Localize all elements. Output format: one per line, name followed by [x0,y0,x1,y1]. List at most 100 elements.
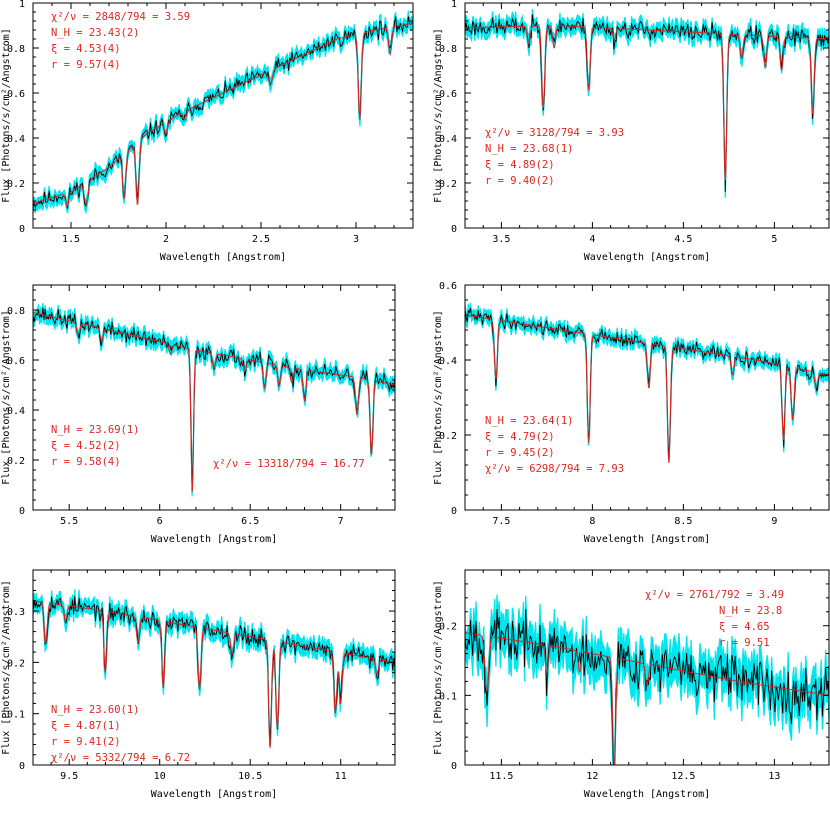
annotation-r: r = 9.57(4) [51,59,121,71]
annotation-nh: N_H = 23.64(1) [485,415,574,427]
x-axis-label: Wavelength [Angstrom] [151,789,277,800]
annotation-xi: ξ = 4.53(4) [51,43,121,55]
annotation-xi: ξ = 4.89(2) [485,159,555,171]
y-tick-label: 0.8 [7,306,25,317]
x-tick-label: 3 [353,234,359,245]
annotation-nh: N_H = 23.68(1) [485,143,574,155]
x-tick-label: 3.5 [492,234,510,245]
x-tick-label: 4 [589,234,595,245]
y-tick-label: 0 [451,224,457,235]
y-tick-label: 0 [19,761,25,772]
y-tick-label: 0.6 [7,89,25,100]
plot-area [33,10,413,215]
model-line [465,25,829,181]
y-tick-label: 0.6 [7,356,25,367]
x-tick-label: 7.5 [492,516,510,527]
annotation-xi: ξ = 4.52(2) [51,440,121,452]
x-axis-label: Wavelength [Angstrom] [584,534,710,545]
y-axis-label: Flux [Photons/s/cm²/Angstrom] [433,310,444,485]
x-tick-label: 8 [589,516,595,527]
annotation-r: r = 9.58(4) [51,456,121,468]
x-tick-label: 12 [586,771,598,782]
x-axis-label: Wavelength [Angstrom] [584,789,710,800]
y-axis-label: Flux [Photons/s/cm²/Angstrom] [1,28,12,203]
x-tick-label: 11.5 [489,771,513,782]
y-tick-label: 0.8 [7,44,25,55]
x-tick-label: 1.5 [62,234,80,245]
y-tick-label: 0 [19,224,25,235]
annotation-chi: χ²/ν = 5332/794 = 6.72 [51,752,190,764]
x-tick-label: 5.5 [60,516,78,527]
spectrum-panel-middle-left: 5.5 6 6.5 7 0 0.2 0.4 0.6 0.8 Wavelength [Angstro… [1,284,396,545]
y-tick-label: 1 [19,0,25,10]
error-band [465,594,829,765]
annotation-r: r = 9.45(2) [485,447,555,459]
x-axis-label: Wavelength [Angstrom] [151,534,277,545]
y-tick-label: 0.8 [439,44,457,55]
y-tick-label: 0.3 [7,607,25,618]
y-axis-label: Flux [Photons/s/cm²/Angstrom] [433,28,444,203]
y-tick-label: 0.4 [7,134,25,145]
x-tick-label: 10 [154,771,166,782]
x-tick-label: 9.5 [60,771,78,782]
plot-area [465,9,829,198]
spectrum-panel-middle-right: 7.5 8 8.5 9 0 0.2 0.4 0.6 Wavelength [Angstrom] F… [433,281,830,545]
x-tick-label: 6 [157,516,163,527]
annotation-chi: χ²/ν = 2848/794 = 3.59 [51,11,190,23]
spectrum-panel-bottom-right: 11.5 12 12.5 13 0 0.1 0.2 Wavelength [Angstrom]… [433,569,830,800]
x-tick-label: 4.5 [674,234,692,245]
y-tick-label: 1 [451,0,457,10]
annotation-nh: N_H = 23.69(1) [51,424,140,436]
y-tick-label: 0.2 [439,622,457,633]
x-tick-label: 5 [771,234,777,245]
model-line [33,22,413,208]
model-line [33,600,395,747]
annotation-xi: ξ = 4.79(2) [485,431,555,443]
x-tick-label: 2.5 [252,234,270,245]
annotation-nh: N_H = 23.8 [719,605,782,617]
x-tick-label: 11 [335,771,347,782]
model-line [465,632,829,765]
y-tick-label: 0.4 [7,406,25,417]
model-line [465,314,829,463]
y-tick-label: 0 [451,506,457,517]
plot-area [33,303,395,497]
model-line [33,312,395,492]
y-tick-label: 0 [451,761,457,772]
annotation-chi: χ²/ν = 13318/794 = 16.77 [213,458,365,470]
y-tick-label: 0.2 [7,179,25,190]
spectrum-panel-bottom-left: 9.5 10 10.5 11 0 0.1 0.2 0.3 Wavelength [Angstro… [1,569,396,800]
x-axis-label: Wavelength [Angstrom] [160,252,286,263]
y-axis-label: Flux [Photons/s/cm²/Angstrom] [433,580,444,755]
x-tick-label: 7 [338,516,344,527]
y-tick-label: 0.2 [7,456,25,467]
y-tick-label: 0.2 [439,431,457,442]
spectrum-panel-top-left: 1.5 2 2.5 3 0 0.2 0.4 0.6 0.8 1 Wavelength [Angstr… [1,0,414,263]
plot-area [465,302,829,463]
x-tick-label: 13 [768,771,780,782]
annotation-chi: χ²/ν = 3128/794 = 3.93 [485,127,624,139]
annotation-r: r = 9.41(2) [51,736,121,748]
x-tick-label: 9 [771,516,777,527]
x-tick-label: 6.5 [241,516,259,527]
annotation-r: r = 9.51 [719,637,770,649]
error-band [33,303,395,497]
y-axis-label: Flux [Photons/s/cm²/Angstrom] [1,310,12,485]
observed-spectrum-line [33,16,413,209]
annotation-chi: χ²/ν = 6298/794 = 7.93 [485,463,624,475]
annotation-xi: ξ = 4.65 [719,621,770,633]
y-tick-label: 0.1 [439,691,457,702]
y-tick-label: 0.2 [439,179,457,190]
x-tick-label: 8.5 [674,516,692,527]
annotation-nh: N_H = 23.60(1) [51,704,140,716]
y-tick-label: 0.4 [439,134,457,145]
x-tick-label: 10.5 [238,771,262,782]
x-axis-label: Wavelength [Angstrom] [584,252,710,263]
annotation-nh: N_H = 23.43(2) [51,27,140,39]
x-tick-label: 12.5 [671,771,695,782]
y-tick-label: 0 [19,506,25,517]
annotation-r: r = 9.40(2) [485,175,555,187]
annotation-chi: χ²/ν = 2761/792 = 3.49 [645,589,784,601]
y-tick-label: 0.2 [7,658,25,669]
